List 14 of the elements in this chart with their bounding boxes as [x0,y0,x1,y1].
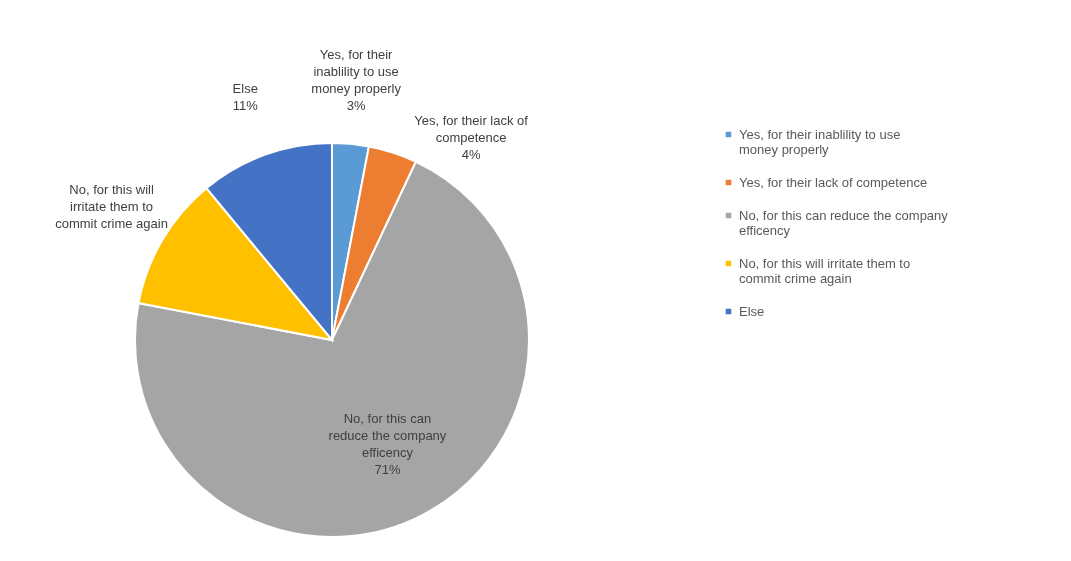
legend-label: Else [739,303,765,319]
slice-label: Else [232,81,258,97]
legend-label: Yes, for their lack of competence [739,174,928,190]
legend-label: No, for this can reduce the company efficency [739,207,949,238]
slice-label: No, for this will irritate them to commit crime again [55,181,168,231]
data-label: 4% [461,147,481,163]
data-label: 71% [374,461,401,477]
legend-label: No, for this will irritate them to commit crime again [739,255,911,286]
data-label: 3% [346,98,366,114]
data-label: 11% [232,98,259,114]
legend-label: Yes, for their inablility to use money properly [739,126,901,157]
slice-label: Yes, for their lack of competence [414,113,529,146]
slice-label: No, for this can reduce the company efficency [328,410,447,460]
slice-label: Yes, for their inablility to use money properly [311,47,402,97]
